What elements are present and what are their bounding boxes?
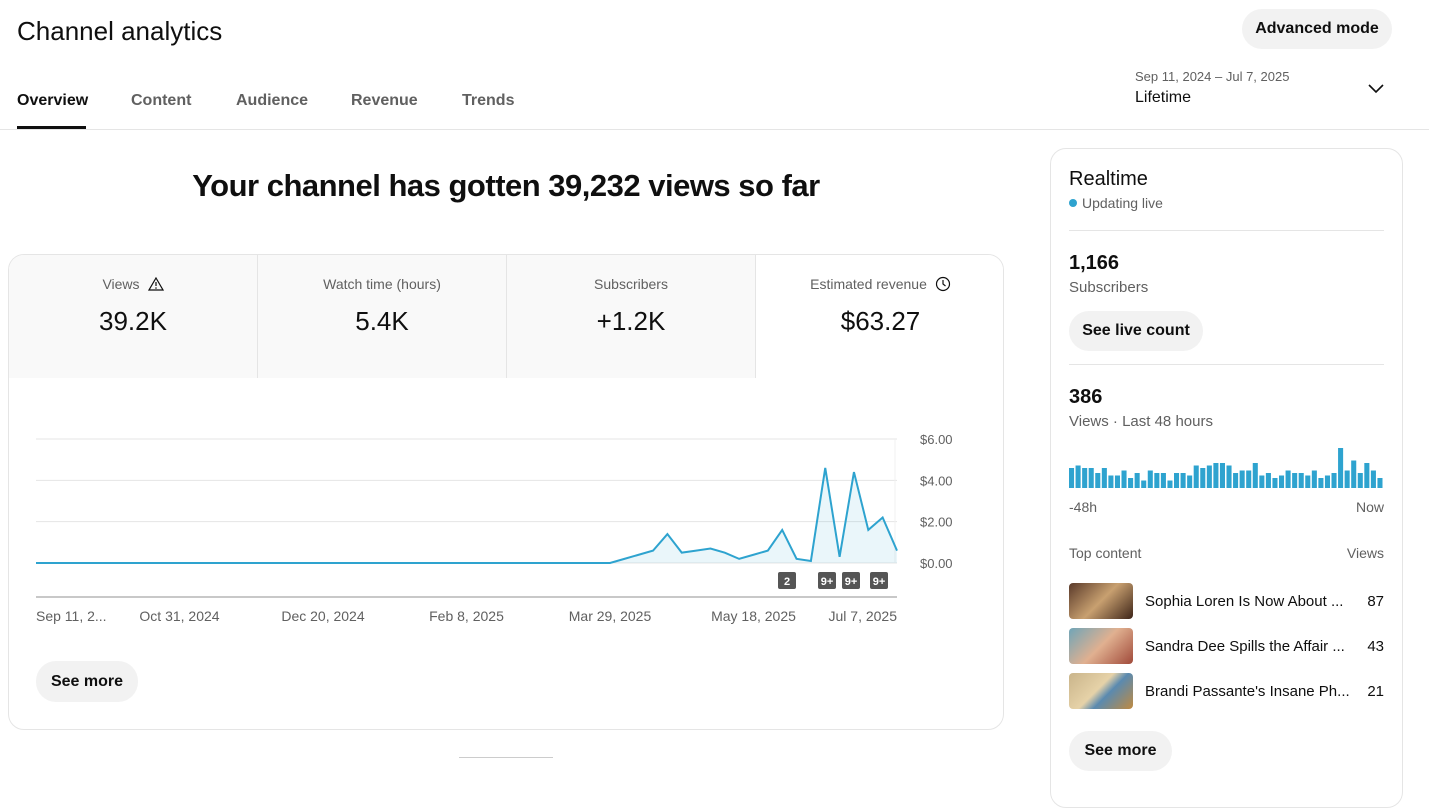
- live-status: Updating live: [1069, 195, 1163, 211]
- header-divider: [0, 129, 1429, 130]
- warning-icon: [147, 277, 164, 291]
- content-title: Sandra Dee Spills the Affair ...: [1145, 637, 1345, 655]
- metric-tile[interactable]: Watch time (hours) 5.4K: [258, 255, 507, 378]
- live-dot: [1069, 199, 1077, 207]
- date-period[interactable]: Lifetime: [1135, 89, 1192, 106]
- page-title: Channel analytics: [17, 16, 223, 46]
- content-views: 21: [1367, 682, 1384, 700]
- metric-label: Watch time (hours): [323, 276, 441, 292]
- realtime-title: Realtime: [1069, 168, 1148, 190]
- views-label: Views · Last 48 hours: [1069, 413, 1213, 430]
- divider: [1069, 364, 1384, 365]
- metric-label: Views: [102, 276, 140, 292]
- metric-value: 5.4K: [355, 306, 409, 336]
- divider: [1069, 230, 1384, 231]
- subscriber-count: 1,166: [1069, 252, 1120, 274]
- top-content-column: Views: [1346, 545, 1384, 561]
- page: Channel analytics {"header": {"title": "…: [0, 9, 1429, 808]
- views-count: 386: [1069, 386, 1103, 408]
- headline: Your channel has gotten 39,232 views so …: [192, 168, 820, 203]
- thumbnail: [1069, 583, 1133, 619]
- date-range[interactable]: Sep 11, 2024 – Jul 7, 2025: [1135, 69, 1290, 84]
- overview-card: Views 39.2K Watch time (hours) 5.4K Subs…: [8, 254, 1004, 730]
- clock-icon: [935, 276, 950, 292]
- tab[interactable]: Content: [131, 92, 192, 109]
- realtime-see-more-button[interactable]: See more: [1069, 731, 1172, 771]
- thumbnail: [1069, 673, 1133, 709]
- content-title: Sophia Loren Is Now About ...: [1145, 592, 1344, 610]
- metric-label: Estimated revenue: [810, 276, 927, 292]
- metric-tile[interactable]: Subscribers +1.2K: [507, 255, 756, 378]
- page-body: Channel analytics Advanced mode Overview…: [0, 9, 1429, 808]
- tab[interactable]: Trends: [462, 92, 515, 109]
- tab[interactable]: Revenue: [351, 92, 418, 109]
- content-title: Brandi Passante's Insane Ph...: [1145, 682, 1350, 700]
- content-row[interactable]: Sandra Dee Spills the Affair ... 43: [1069, 628, 1384, 664]
- metric-value: 39.2K: [99, 306, 167, 336]
- advanced-mode-button[interactable]: Advanced mode: [1242, 9, 1392, 49]
- subscriber-label: Subscribers: [1069, 279, 1149, 296]
- top-content-heading: Top content: [1069, 545, 1142, 561]
- realtime-card: Realtime Updating live 1,166 Subscribers…: [1050, 148, 1403, 808]
- metric-tile[interactable]: Estimated revenue $63.27: [756, 255, 1003, 378]
- content-row[interactable]: Sophia Loren Is Now About ... 87: [1069, 583, 1384, 619]
- tab[interactable]: Audience: [236, 92, 309, 109]
- scroll-hint: [459, 757, 553, 758]
- metric-value: $63.27: [840, 306, 921, 336]
- live-count-button[interactable]: See live count: [1069, 311, 1203, 351]
- tab[interactable]: Overview: [17, 92, 89, 109]
- live-status-text: Updating live: [1082, 195, 1163, 211]
- tab-indicator: [17, 126, 86, 129]
- content-row[interactable]: Brandi Passante's Insane Ph... 21: [1069, 673, 1384, 709]
- metric-tile[interactable]: Views 39.2K: [9, 255, 258, 378]
- content-views: 87: [1367, 592, 1384, 610]
- metric-label: Subscribers: [594, 276, 668, 292]
- thumbnail: [1069, 628, 1133, 664]
- dropdown-chevron[interactable]: [1366, 82, 1386, 96]
- see-more-button[interactable]: See more: [36, 661, 138, 702]
- content-views: 43: [1367, 637, 1384, 655]
- metric-value: +1.2K: [596, 306, 666, 336]
